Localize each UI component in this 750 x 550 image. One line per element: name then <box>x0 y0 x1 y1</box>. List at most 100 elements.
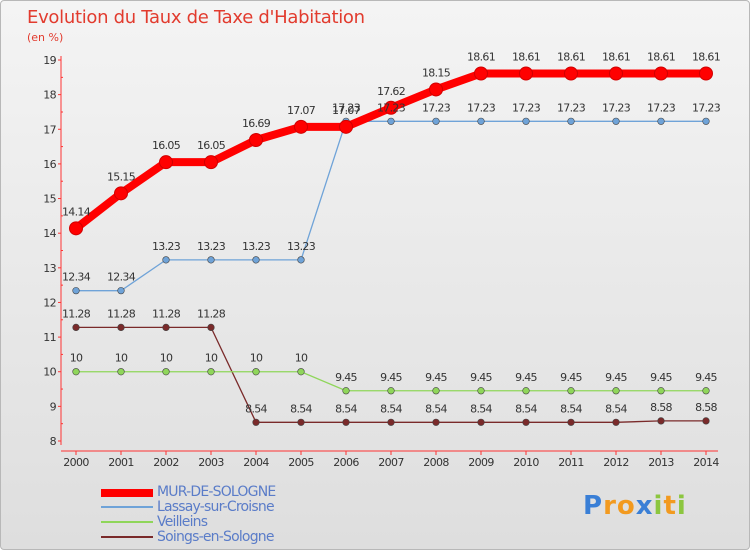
data-point <box>702 417 710 425</box>
data-label: 8.54 <box>380 402 402 415</box>
data-point <box>699 66 713 81</box>
data-point <box>609 66 623 81</box>
data-label: 18.61 <box>647 51 675 64</box>
data-point <box>252 256 260 264</box>
data-label: 17.23 <box>647 101 676 114</box>
data-label: 8.54 <box>245 402 267 415</box>
data-label: 18.61 <box>692 51 720 64</box>
data-point <box>477 418 485 426</box>
logo-letter: i <box>653 491 664 521</box>
data-point <box>387 418 395 426</box>
axes: 8 9 10 11 12 13 14 15 16 17 18 19 2000 2001 2002 2003 20… <box>43 54 720 469</box>
logo-letter: x <box>635 491 654 521</box>
data-point <box>72 368 80 376</box>
x-tick-label: 2014 <box>693 456 719 469</box>
data-point <box>117 368 125 376</box>
data-label: 9.45 <box>425 371 447 384</box>
data-point <box>432 418 440 426</box>
data-point <box>117 323 125 331</box>
logo-letter: i <box>676 491 687 521</box>
data-point <box>612 418 620 426</box>
data-label: 9.45 <box>560 371 582 384</box>
legend-label: Lassay-sur-Croisne <box>157 499 275 515</box>
data-point <box>342 418 350 426</box>
data-point <box>72 323 80 331</box>
legend-label: Soings-en-Sologne <box>157 529 274 545</box>
data-label: 13.23 <box>197 240 226 253</box>
y-tick-label: 10 <box>43 366 56 379</box>
data-point <box>207 368 215 376</box>
data-label: 9.45 <box>470 371 492 384</box>
x-tick-label: 2012 <box>603 456 629 469</box>
data-point <box>432 117 440 125</box>
data-label: 12.34 <box>107 271 136 284</box>
data-point <box>252 418 260 426</box>
data-label: 17.23 <box>692 101 721 114</box>
logo-letter: r <box>603 491 617 521</box>
y-tick-label: 19 <box>43 54 56 67</box>
y-tick-label: 12 <box>43 296 56 309</box>
data-point <box>702 117 710 125</box>
x-tick-label: 2005 <box>288 456 314 469</box>
data-point <box>657 117 665 125</box>
data-label: 13.23 <box>152 240 181 253</box>
data-label: 8.54 <box>605 402 627 415</box>
data-point <box>387 117 395 125</box>
data-label: 10 <box>70 352 83 365</box>
data-point <box>162 323 170 331</box>
data-point <box>162 368 170 376</box>
data-label: 8.54 <box>515 402 537 415</box>
data-label: 11.28 <box>197 307 226 320</box>
data-label: 8.58 <box>695 401 717 414</box>
data-label: 9.45 <box>335 371 357 384</box>
data-label: 17.62 <box>377 85 405 98</box>
data-point <box>522 117 530 125</box>
x-tick-label: 2008 <box>423 456 449 469</box>
data-label: 9.45 <box>695 371 717 384</box>
y-tick-label: 11 <box>43 331 56 344</box>
x-tick-label: 2003 <box>198 456 224 469</box>
data-label: 17.23 <box>332 101 361 114</box>
data-point <box>612 387 620 395</box>
data-point <box>474 66 488 81</box>
proxiti-logo: Proxiti <box>583 491 687 521</box>
x-tick-label: 2006 <box>333 456 359 469</box>
data-label: 17.23 <box>557 101 586 114</box>
y-tick-label: 18 <box>43 89 56 102</box>
data-label: 14.14 <box>62 205 91 218</box>
data-point <box>657 417 665 425</box>
series-group <box>69 66 713 426</box>
data-point <box>339 119 353 134</box>
data-point <box>522 387 530 395</box>
data-label: 17.23 <box>512 101 541 114</box>
data-point <box>657 387 665 395</box>
data-point <box>567 418 575 426</box>
data-point <box>567 117 575 125</box>
data-label: 11.28 <box>62 307 91 320</box>
data-label: 10 <box>295 352 308 365</box>
data-label: 10 <box>115 352 128 365</box>
legend-swatch <box>101 521 153 523</box>
data-label: 17.07 <box>332 104 361 117</box>
data-point <box>429 82 443 97</box>
data-point <box>69 221 83 236</box>
data-label: 8.54 <box>470 402 492 415</box>
data-label: 17.23 <box>422 101 451 114</box>
data-label: 18.15 <box>422 66 451 79</box>
data-point <box>519 66 533 81</box>
x-tick-label: 2001 <box>108 456 134 469</box>
x-tick-label: 2000 <box>63 456 89 469</box>
y-tick-label: 15 <box>43 193 56 206</box>
data-label: 10 <box>160 352 173 365</box>
legend-swatch <box>101 506 153 508</box>
data-label: 13.23 <box>287 240 316 253</box>
y-tick-label: 8 <box>50 435 57 448</box>
x-tick-label: 2013 <box>648 456 674 469</box>
y-tick-label: 14 <box>43 227 56 240</box>
data-point <box>522 418 530 426</box>
logo-letter: P <box>583 491 604 521</box>
data-point <box>294 119 308 134</box>
data-point <box>342 387 350 395</box>
y-tick-label: 16 <box>43 158 56 171</box>
data-point <box>432 387 440 395</box>
